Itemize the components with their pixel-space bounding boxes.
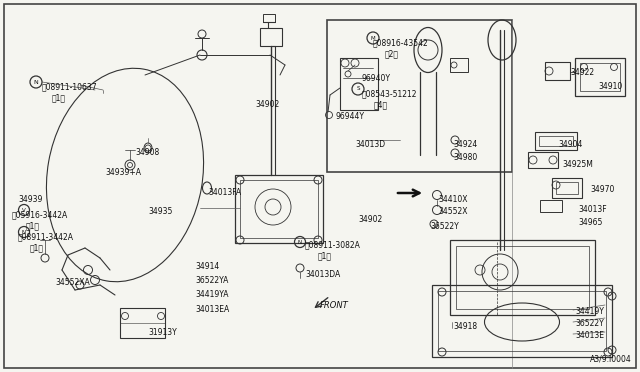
Text: 34410X: 34410X [438,195,467,204]
Text: 34013D: 34013D [355,140,385,149]
Text: 34013EA: 34013EA [195,305,229,314]
Bar [556,182,578,194]
Bar [260,28,282,46]
Text: 31913Y: 31913Y [148,328,177,337]
Bar [528,152,558,168]
Text: 34552XA: 34552XA [55,278,90,287]
Text: 34910: 34910 [598,82,622,91]
Text: （1）: （1） [318,251,332,260]
Bar [432,285,612,357]
Text: 34965: 34965 [578,218,602,227]
Bar [535,132,577,150]
Text: 34924: 34924 [453,140,477,149]
Text: 36522YA: 36522YA [195,276,228,285]
Text: N: N [298,240,302,244]
Bar [263,14,275,22]
Text: 34419Y: 34419Y [575,307,604,316]
Text: 34013E: 34013E [575,331,604,340]
Text: 36522Y: 36522Y [430,222,459,231]
Text: 34908: 34908 [135,148,159,157]
Bar [552,178,582,198]
Text: Ⓝ08543-51212: Ⓝ08543-51212 [362,89,417,98]
Text: 34925M: 34925M [562,160,593,169]
Bar [438,291,606,351]
Text: 34980: 34980 [453,153,477,162]
Text: 34013DA: 34013DA [305,270,340,279]
Bar [120,308,165,338]
Bar [545,62,570,80]
Text: （1）: （1） [26,221,40,230]
Text: M: M [371,35,375,41]
Bar [450,58,468,72]
Text: 34970: 34970 [590,185,614,194]
Bar [450,240,595,315]
Text: （4）: （4） [374,100,388,109]
Text: 34922: 34922 [570,68,594,77]
Bar [539,136,573,146]
Bar [456,246,589,309]
Bar [340,58,378,110]
Text: 34552X: 34552X [438,207,467,216]
Text: FRONT: FRONT [320,301,349,310]
Bar [240,180,318,238]
Circle shape [145,145,151,151]
Text: 34013FA: 34013FA [208,188,241,197]
Bar [540,200,562,212]
Text: 34939+A: 34939+A [105,168,141,177]
Text: 34902: 34902 [255,100,279,109]
Text: 34914: 34914 [195,262,220,271]
Text: 34013F: 34013F [578,205,607,214]
Text: （1）: （1） [52,93,66,102]
Text: 36522Y: 36522Y [575,319,604,328]
Bar [235,175,323,243]
Text: N: N [34,80,38,84]
Text: 34935: 34935 [148,207,172,216]
Text: 96940Y: 96940Y [362,74,391,83]
Text: ⓔ05916-3442A: ⓔ05916-3442A [12,210,68,219]
Text: 34419YA: 34419YA [195,290,228,299]
Text: V: V [22,208,26,212]
Text: 34904: 34904 [558,140,582,149]
Text: ⓝ08911-3082A: ⓝ08911-3082A [305,240,361,249]
Text: （1）: （1） [30,243,44,252]
Text: ⓝ08911-3442A: ⓝ08911-3442A [18,232,74,241]
Text: （2）: （2） [385,49,399,58]
Text: 96944Y: 96944Y [335,112,364,121]
Text: 34939: 34939 [18,195,42,204]
Text: S: S [356,87,360,92]
Text: ⓜ08916-43542: ⓜ08916-43542 [373,38,429,47]
Text: 34918: 34918 [453,322,477,331]
Bar [580,63,620,91]
Text: 34902: 34902 [358,215,382,224]
Text: N: N [22,230,26,234]
Bar [575,58,625,96]
Text: ⓝ08911-10637: ⓝ08911-10637 [42,82,98,91]
Bar [327,20,512,172]
Text: A3/9.I0004: A3/9.I0004 [590,355,632,364]
